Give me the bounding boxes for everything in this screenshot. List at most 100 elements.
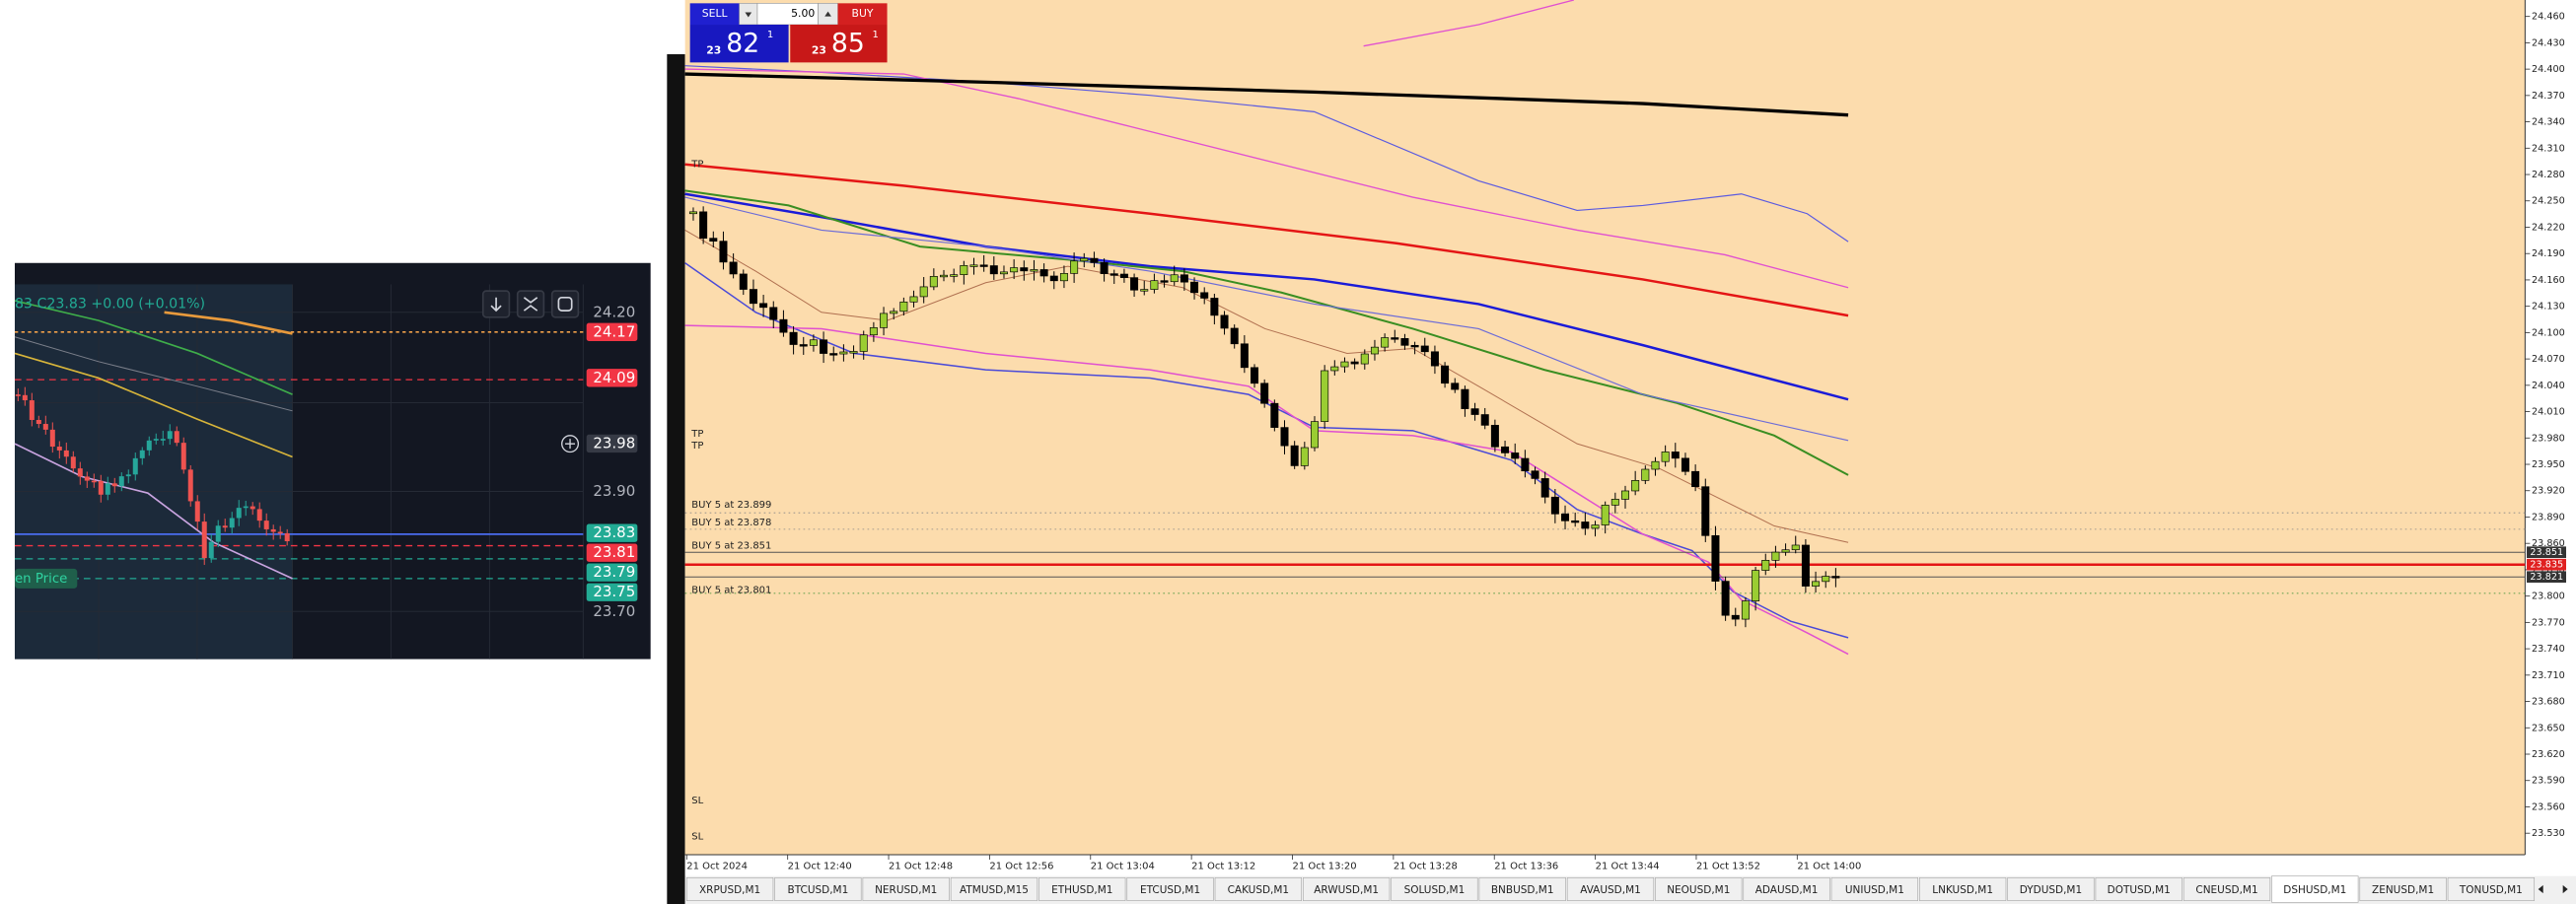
tab[interactable] — [2182, 876, 2271, 901]
tool-button[interactable] — [550, 290, 580, 318]
tab[interactable] — [2447, 876, 2536, 901]
price-tick-label: 23.650 — [2532, 723, 2565, 733]
tool-button[interactable] — [516, 290, 545, 318]
candle — [1671, 452, 1680, 459]
price-badge — [586, 369, 638, 387]
tab[interactable] — [1478, 876, 1566, 901]
candle — [1340, 361, 1349, 368]
candle — [779, 318, 788, 333]
ma-green — [684, 189, 1849, 476]
band-upper — [1363, 0, 1575, 47]
price-tick-label: 23.680 — [2532, 697, 2565, 708]
candle — [929, 276, 938, 288]
candle — [1109, 273, 1118, 276]
candle — [1200, 292, 1209, 299]
tab[interactable] — [1302, 876, 1391, 901]
tab[interactable] — [1743, 876, 1830, 901]
tab[interactable] — [1830, 876, 1919, 901]
tab[interactable] — [1214, 876, 1302, 901]
time-axis: 21 Oct 2024 21 Oct 12:40 21 Oct 12:48 21 Oc… — [685, 854, 1861, 872]
tab[interactable] — [2271, 875, 2359, 903]
tab[interactable] — [1655, 876, 1743, 901]
tab[interactable] — [950, 876, 1038, 901]
candle — [1631, 480, 1640, 492]
candle — [1501, 446, 1510, 453]
candle — [1812, 581, 1821, 587]
tab-label: BNBUSD,M1 — [1491, 884, 1554, 896]
tab-label: XRPUSD,M1 — [699, 884, 760, 896]
tab[interactable] — [1038, 876, 1126, 901]
candle — [969, 264, 978, 267]
candle — [174, 431, 179, 444]
price-badge — [2527, 558, 2567, 571]
price-tick-label: 24.340 — [2532, 117, 2565, 128]
price-badge-label: 23.821 — [2530, 572, 2563, 583]
add-button[interactable] — [561, 435, 580, 453]
icon — [745, 12, 752, 18]
candle — [999, 271, 1008, 275]
candle — [208, 541, 214, 559]
candle — [91, 480, 97, 483]
candle — [1741, 600, 1750, 620]
candle — [15, 394, 21, 396]
tab[interactable] — [685, 876, 774, 901]
time-tick-label: 21 Oct 2024 — [686, 862, 748, 872]
candle — [1540, 478, 1549, 498]
tab[interactable] — [1919, 876, 2007, 901]
price-tick-label: 23.980 — [2532, 433, 2565, 444]
divider — [667, 54, 685, 904]
candle — [1550, 496, 1559, 515]
candle — [201, 522, 207, 559]
tab[interactable] — [1126, 876, 1214, 901]
candle — [84, 476, 90, 481]
candle — [1230, 327, 1239, 345]
tab[interactable] — [862, 876, 950, 901]
tab[interactable] — [1566, 876, 1655, 901]
band-lower — [684, 262, 1849, 639]
candle — [749, 289, 757, 305]
indicators — [684, 0, 1849, 656]
candle — [1771, 551, 1780, 561]
candle — [42, 424, 48, 430]
candle — [739, 273, 748, 290]
buy-button[interactable] — [837, 3, 888, 26]
icon — [565, 439, 576, 450]
candle — [1651, 460, 1660, 470]
price-tick-label: 23.950 — [2532, 459, 2565, 470]
tab-label: ZENUSD,M1 — [2372, 884, 2434, 896]
tab[interactable] — [2095, 876, 2182, 901]
tab[interactable] — [2007, 876, 2095, 901]
icon — [523, 297, 538, 312]
tab[interactable] — [774, 876, 862, 901]
sell-button[interactable] — [689, 3, 740, 26]
candle — [1470, 408, 1479, 415]
price-badge — [586, 583, 638, 601]
levels — [684, 512, 2526, 594]
tab[interactable] — [1391, 876, 1478, 901]
price-label: 24.17 — [593, 322, 635, 340]
candle — [979, 264, 988, 267]
left-ma — [14, 300, 293, 395]
tab-label: DSHUSD,M1 — [2283, 884, 2346, 896]
candle — [1561, 513, 1570, 522]
candle — [890, 311, 898, 314]
candle — [263, 521, 269, 529]
tab[interactable] — [2359, 876, 2447, 901]
order-label: BUY 5 at 23.899 — [691, 500, 771, 511]
buy-price-box[interactable] — [790, 25, 888, 63]
tab-label: ARWUSD,M1 — [1314, 884, 1379, 896]
candle — [1731, 614, 1740, 620]
candle — [1350, 361, 1359, 365]
ma-red — [684, 163, 1849, 317]
sell-price-box[interactable] — [689, 25, 789, 63]
price-head: 23 — [812, 44, 826, 57]
candle — [270, 528, 276, 532]
price-tick-label: 24.040 — [2532, 381, 2565, 391]
candle — [194, 501, 200, 522]
tp-label: TP — [690, 160, 703, 171]
open-price-badge — [14, 568, 78, 589]
candle — [839, 351, 848, 355]
price-tick-label: 23.560 — [2532, 801, 2565, 812]
candle — [1150, 280, 1159, 290]
